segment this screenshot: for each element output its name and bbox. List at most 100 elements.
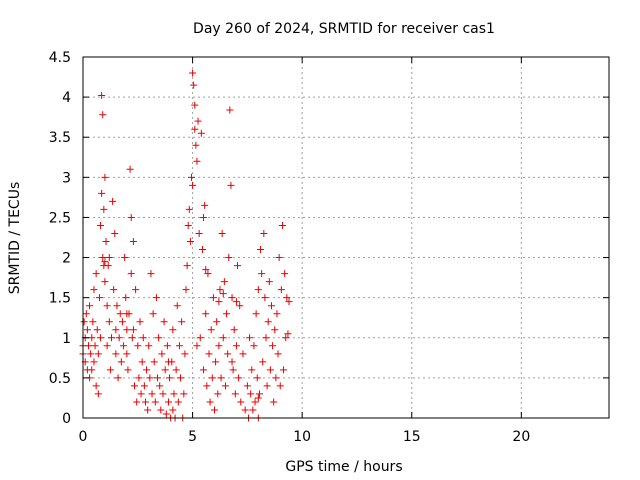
data-point — [114, 374, 122, 382]
data-point — [169, 406, 177, 414]
data-point — [195, 229, 203, 237]
data-point — [196, 334, 204, 342]
data-point — [186, 238, 194, 246]
data-point — [116, 310, 124, 318]
data-point — [228, 358, 236, 366]
data-point — [276, 382, 284, 390]
y-tick-label: 0 — [62, 411, 71, 427]
data-point — [249, 406, 257, 414]
data-point — [166, 374, 174, 382]
data-point — [185, 205, 193, 213]
y-tick-label: 4.5 — [49, 50, 71, 66]
data-point — [257, 246, 265, 254]
x-tick-label: 5 — [188, 429, 197, 445]
data-point — [136, 318, 144, 326]
data-point — [115, 334, 123, 342]
data-point — [154, 374, 162, 382]
data-point — [220, 278, 228, 286]
data-point — [254, 286, 262, 294]
y-tick-label: 2 — [62, 251, 71, 267]
data-point — [215, 342, 223, 350]
data-point — [172, 366, 180, 374]
data-point — [112, 326, 120, 334]
data-point — [128, 334, 136, 342]
data-point — [204, 270, 212, 278]
data-point — [103, 302, 111, 310]
data-point — [213, 318, 221, 326]
y-tick-label: 1 — [62, 331, 71, 347]
data-point — [193, 157, 201, 165]
data-point — [98, 189, 106, 197]
data-point — [150, 358, 158, 366]
data-point — [101, 278, 109, 286]
data-point — [201, 201, 209, 209]
data-point — [252, 310, 260, 318]
data-point — [80, 318, 88, 326]
data-point — [277, 286, 285, 294]
data-point — [105, 318, 113, 326]
data-point — [211, 406, 218, 414]
data-point — [225, 254, 233, 262]
x-tick-label: 15 — [403, 429, 421, 445]
data-point — [102, 238, 110, 246]
data-point — [250, 342, 258, 350]
data-point — [270, 398, 278, 406]
data-point — [280, 366, 288, 374]
data-point — [243, 382, 251, 390]
data-point — [241, 406, 249, 414]
data-point — [275, 254, 283, 262]
data-point — [187, 173, 195, 181]
data-point — [184, 221, 192, 229]
data-point — [132, 286, 140, 294]
data-point — [219, 334, 227, 342]
data-point — [131, 382, 139, 390]
data-point — [205, 350, 213, 358]
data-point — [237, 398, 245, 406]
data-point — [266, 366, 274, 374]
data-point — [169, 326, 177, 334]
data-point — [239, 350, 247, 358]
data-point — [207, 326, 215, 334]
data-point — [92, 382, 100, 390]
data-point — [216, 286, 224, 294]
data-point — [91, 342, 99, 350]
data-point — [163, 342, 171, 350]
grid — [83, 57, 609, 418]
data-point — [97, 334, 105, 342]
data-point — [193, 342, 201, 350]
data-point — [202, 310, 210, 318]
data-point — [194, 117, 202, 125]
data-point — [145, 342, 153, 350]
data-point — [173, 302, 181, 310]
data-point — [265, 278, 273, 286]
data-point — [124, 366, 132, 374]
y-tick-label: 3 — [62, 170, 71, 186]
data-point — [226, 106, 234, 114]
data-point — [127, 270, 135, 278]
y-tick-label: 1.5 — [49, 291, 71, 307]
data-point — [232, 342, 240, 350]
data-point — [156, 382, 164, 390]
data-point — [203, 382, 211, 390]
data-point — [112, 350, 120, 358]
data-point — [228, 294, 236, 302]
data-point — [117, 358, 125, 366]
data-point — [202, 266, 210, 274]
chart-title: Day 260 of 2024, SRMTID for receiver cas… — [193, 21, 495, 37]
data-point — [157, 406, 165, 414]
data-point — [121, 254, 129, 262]
data-point — [208, 374, 216, 382]
data-point — [123, 310, 131, 318]
data-point — [161, 366, 169, 374]
data-point — [88, 334, 96, 342]
data-point — [181, 350, 189, 358]
data-point — [82, 310, 90, 318]
data-point — [283, 294, 291, 302]
data-point — [272, 374, 280, 382]
data-point — [209, 294, 217, 302]
data-point — [190, 81, 198, 89]
data-point — [219, 290, 227, 298]
data-point — [247, 390, 255, 398]
data-point — [255, 390, 263, 398]
